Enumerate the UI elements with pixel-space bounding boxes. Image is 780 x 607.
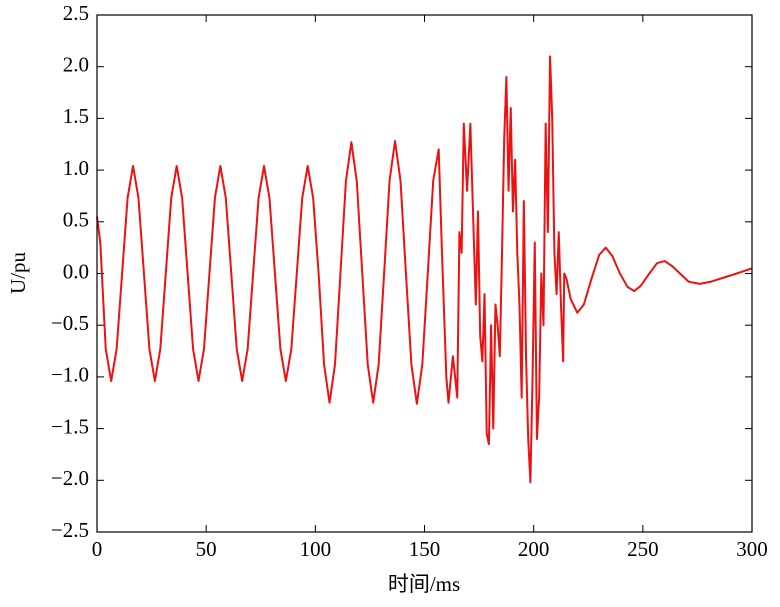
x-tick-label: 150 (409, 537, 441, 561)
y-tick-label: 2.0 (63, 53, 89, 77)
x-tick-label: 0 (92, 537, 103, 561)
x-tick-label: 200 (518, 537, 550, 561)
y-tick-label: 1.5 (63, 104, 89, 128)
y-tick-label: 0.0 (63, 259, 89, 283)
plot-frame (96, 14, 753, 533)
y-tick-label: −2.5 (51, 518, 89, 542)
y-tick-label: −2.0 (51, 466, 89, 490)
x-axis-title: 时间/ms (388, 572, 460, 596)
x-tick-label: 50 (196, 537, 217, 561)
x-tick-label: 300 (736, 537, 768, 561)
y-axis-title: U/pu (6, 252, 30, 295)
line (96, 55, 753, 484)
y-tick-label: 0.5 (63, 208, 89, 232)
y-tick-label: −0.5 (51, 311, 89, 335)
y-tick-label: −1.5 (51, 414, 89, 438)
y-tick-label: 2.5 (63, 1, 89, 25)
x-tick-label: 100 (300, 537, 332, 561)
x-tick-label: 250 (627, 537, 659, 561)
y-tick-label: −1.0 (51, 363, 89, 387)
y-tick-label: 1.0 (63, 156, 89, 180)
